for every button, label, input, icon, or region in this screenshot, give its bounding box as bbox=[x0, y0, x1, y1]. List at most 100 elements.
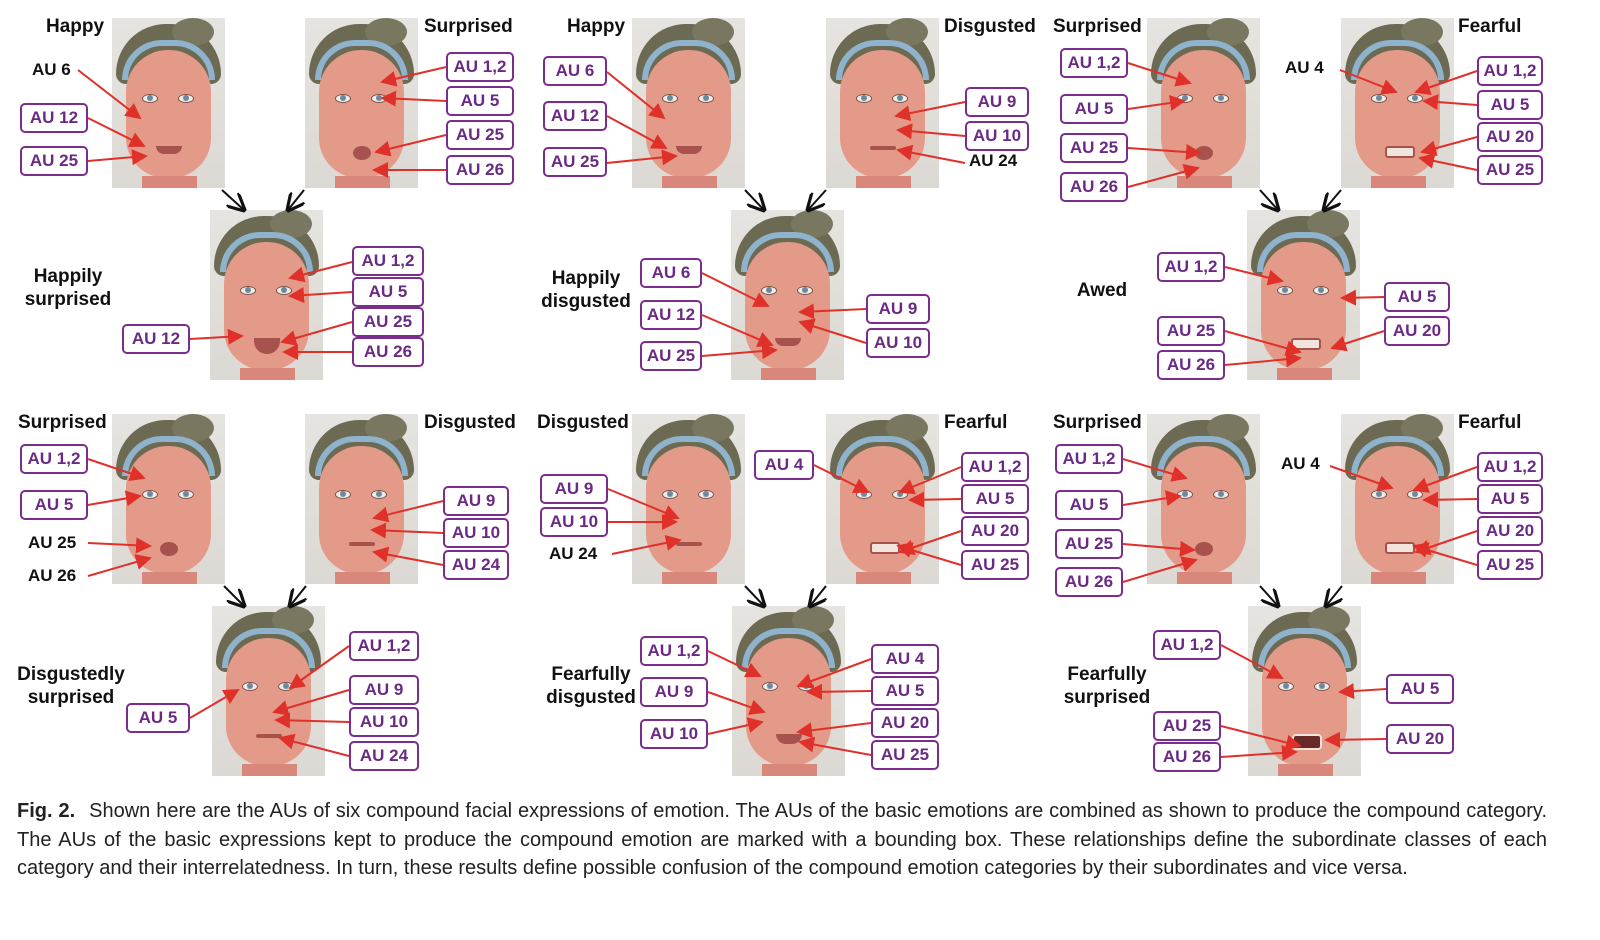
au-box: AU 25 bbox=[446, 120, 514, 150]
au-box: AU 1,2 bbox=[1153, 630, 1221, 660]
au-box: AU 26 bbox=[1060, 172, 1128, 202]
au-box: AU 25 bbox=[1157, 316, 1225, 346]
au-label: AU 4 bbox=[1281, 454, 1320, 473]
parent-label-surprised: Surprised bbox=[18, 412, 107, 433]
figure-number: Fig. 2. bbox=[17, 800, 76, 822]
face-fearful bbox=[1341, 18, 1454, 188]
face-disgusted bbox=[305, 414, 418, 584]
au-box: AU 1,2 bbox=[352, 246, 424, 276]
au-box: AU 25 bbox=[961, 550, 1029, 580]
au-box: AU 9 bbox=[866, 294, 930, 324]
au-box: AU 6 bbox=[543, 56, 607, 86]
au-box: AU 25 bbox=[640, 341, 702, 371]
au-box: AU 10 bbox=[540, 507, 608, 537]
parent-label-surprised: Surprised bbox=[1053, 16, 1142, 37]
parent-label-disgusted: Disgusted bbox=[424, 412, 516, 433]
au-box: AU 25 bbox=[1477, 550, 1543, 580]
au-box: AU 26 bbox=[446, 155, 514, 185]
au-box: AU 20 bbox=[1477, 122, 1543, 152]
face-disgusted bbox=[826, 18, 939, 188]
face-disgusted bbox=[632, 414, 745, 584]
compound-emotion-figure: Happy AU 6 AU 12 AU 25 Surprised AU 1,2 … bbox=[17, 16, 1543, 776]
au-label: AU 4 bbox=[1285, 58, 1324, 77]
au-box: AU 12 bbox=[543, 101, 607, 131]
face-surprised bbox=[305, 18, 418, 188]
au-box: AU 9 bbox=[349, 675, 419, 705]
au-box: AU 1,2 bbox=[349, 631, 419, 661]
au-box: AU 25 bbox=[1060, 133, 1128, 163]
compound-label: Fearfully disgusted bbox=[546, 664, 636, 708]
compound-label: Happily disgusted bbox=[541, 268, 631, 312]
au-box: AU 5 bbox=[1477, 90, 1543, 120]
au-box: AU 4 bbox=[754, 450, 814, 480]
compound-label: Disgustedly surprised bbox=[17, 664, 125, 708]
au-box: AU 25 bbox=[871, 740, 939, 770]
parent-label-happy: Happy bbox=[567, 16, 626, 37]
au-box: AU 5 bbox=[446, 86, 514, 116]
au-box: AU 10 bbox=[349, 707, 419, 737]
au-label: AU 6 bbox=[32, 60, 71, 79]
parent-label-surprised: Surprised bbox=[424, 16, 513, 37]
au-box: AU 5 bbox=[126, 703, 190, 733]
au-box: AU 20 bbox=[961, 516, 1029, 546]
au-box: AU 20 bbox=[1386, 724, 1454, 754]
compound-label: Fearfully surprised bbox=[1063, 664, 1151, 708]
au-box: AU 24 bbox=[349, 741, 419, 771]
au-box: AU 9 bbox=[540, 474, 608, 504]
face-happy bbox=[632, 18, 745, 188]
au-box: AU 12 bbox=[640, 300, 702, 330]
au-box: AU 26 bbox=[352, 337, 424, 367]
au-box: AU 25 bbox=[1477, 155, 1543, 185]
au-label: AU 24 bbox=[969, 151, 1018, 170]
au-box: AU 10 bbox=[965, 121, 1029, 151]
au-box: AU 5 bbox=[352, 277, 424, 307]
au-box: AU 1,2 bbox=[1477, 56, 1543, 86]
au-box: AU 5 bbox=[1477, 484, 1543, 514]
au-box: AU 25 bbox=[1055, 529, 1123, 559]
au-box: AU 1,2 bbox=[640, 636, 708, 666]
au-box: AU 25 bbox=[543, 147, 607, 177]
au-box: AU 9 bbox=[640, 677, 708, 707]
au-box: AU 4 bbox=[871, 644, 939, 674]
face-happy bbox=[112, 18, 225, 188]
au-box: AU 20 bbox=[1477, 516, 1543, 546]
compound-label: Awed bbox=[1076, 280, 1128, 301]
au-box: AU 5 bbox=[1055, 490, 1123, 520]
face-disgustedly-surprised bbox=[212, 606, 325, 776]
au-box: AU 5 bbox=[1060, 94, 1128, 124]
parent-label-disgusted: Disgusted bbox=[537, 412, 629, 433]
au-box: AU 1,2 bbox=[1157, 252, 1225, 282]
au-label: AU 25 bbox=[28, 533, 77, 552]
face-fearful bbox=[1341, 414, 1454, 584]
au-box: AU 10 bbox=[866, 328, 930, 358]
au-box: AU 9 bbox=[965, 87, 1029, 117]
au-box: AU 1,2 bbox=[446, 52, 514, 82]
au-box: AU 26 bbox=[1055, 567, 1123, 597]
au-box: AU 12 bbox=[122, 324, 190, 354]
parent-label-surprised: Surprised bbox=[1053, 412, 1142, 433]
face-surprised bbox=[1147, 414, 1260, 584]
face-happily-surprised bbox=[210, 210, 323, 380]
au-box: AU 10 bbox=[443, 518, 509, 548]
figure-caption: Fig. 2. Shown here are the AUs of six com… bbox=[17, 797, 1547, 883]
caption-text: Shown here are the AUs of six compound f… bbox=[17, 800, 1547, 879]
au-box: AU 26 bbox=[1153, 742, 1221, 772]
parent-label-fearful: Fearful bbox=[1458, 16, 1522, 37]
au-box: AU 1,2 bbox=[961, 452, 1029, 482]
au-box: AU 9 bbox=[443, 486, 509, 516]
au-box: AU 25 bbox=[20, 146, 88, 176]
face-surprised bbox=[1147, 18, 1260, 188]
au-box: AU 20 bbox=[1384, 316, 1450, 346]
au-box: AU 25 bbox=[1153, 711, 1221, 741]
au-box: AU 26 bbox=[1157, 350, 1225, 380]
au-box: AU 25 bbox=[352, 307, 424, 337]
face-fearfully-surprised bbox=[1248, 606, 1361, 776]
au-box: AU 12 bbox=[20, 103, 88, 133]
au-box: AU 5 bbox=[961, 484, 1029, 514]
parent-label-happy: Happy bbox=[46, 16, 105, 37]
au-box: AU 24 bbox=[443, 550, 509, 580]
au-box: AU 5 bbox=[1386, 674, 1454, 704]
face-happily-disgusted bbox=[731, 210, 844, 380]
au-label: AU 24 bbox=[549, 544, 598, 563]
face-awed bbox=[1247, 210, 1360, 380]
